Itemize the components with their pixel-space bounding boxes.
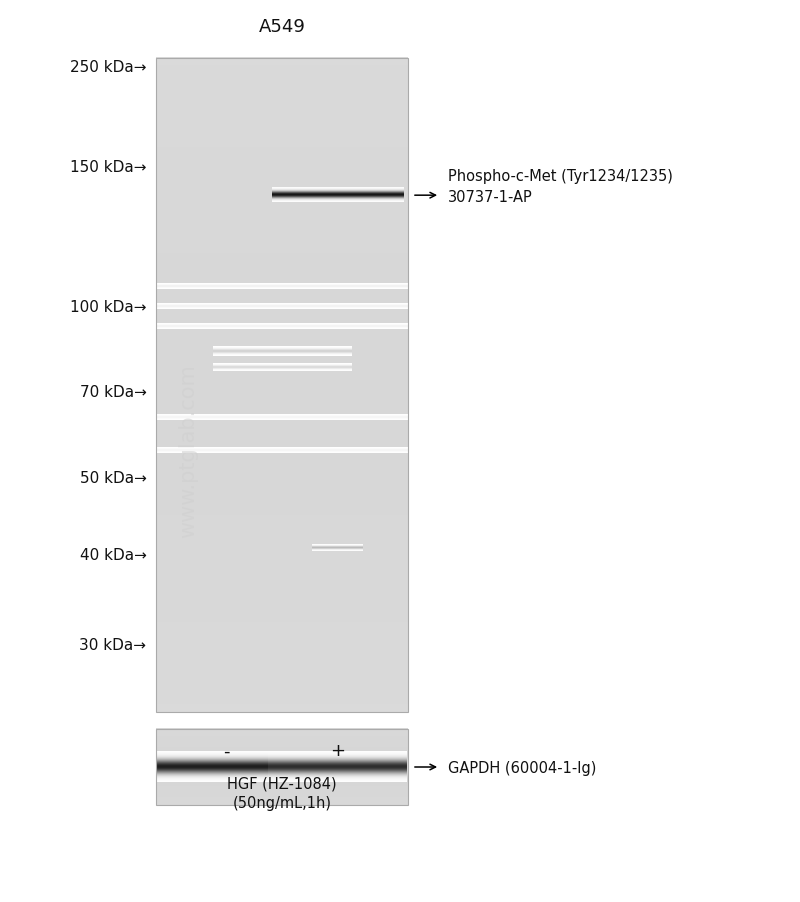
Text: -: - (223, 741, 230, 759)
Text: 250 kDa→: 250 kDa→ (70, 60, 146, 75)
Bar (156, 59, 408, 713)
Text: HGF (HZ-1084)
(50ng/mL,1h): HGF (HZ-1084) (50ng/mL,1h) (227, 776, 337, 811)
Text: 40 kDa→: 40 kDa→ (79, 548, 146, 562)
Text: www.ptglab.com: www.ptglab.com (178, 364, 198, 538)
Text: 50 kDa→: 50 kDa→ (79, 471, 146, 485)
Text: A549: A549 (258, 18, 306, 36)
Text: 100 kDa→: 100 kDa→ (70, 299, 146, 314)
Text: 30 kDa→: 30 kDa→ (79, 638, 146, 652)
Text: 70 kDa→: 70 kDa→ (79, 385, 146, 400)
Text: GAPDH (60004-1-Ig): GAPDH (60004-1-Ig) (448, 759, 596, 775)
Text: 150 kDa→: 150 kDa→ (70, 160, 146, 174)
Text: Phospho-c-Met (Tyr1234/1235)
30737-1-AP: Phospho-c-Met (Tyr1234/1235) 30737-1-AP (448, 169, 673, 205)
Text: +: + (330, 741, 345, 759)
Bar (156, 729, 408, 805)
